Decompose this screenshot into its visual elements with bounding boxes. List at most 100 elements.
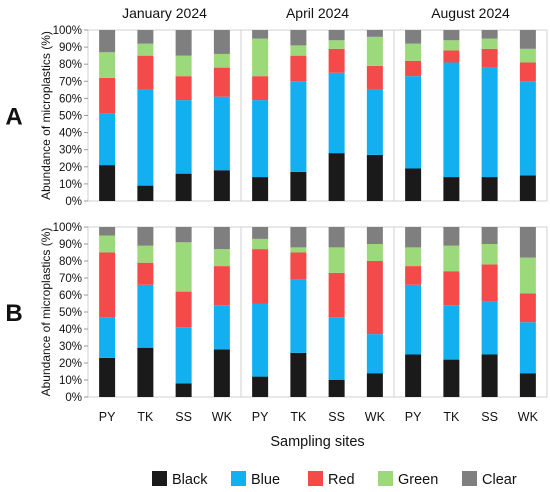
- bar-b-august-2024-ss-clear: [481, 227, 498, 244]
- bar-a-august-2024-wk-blue: [519, 81, 536, 176]
- bar-b-april-2024-py-clear: [252, 227, 269, 239]
- y-tick-label: 40%: [59, 128, 82, 140]
- y-tick-label: 70%: [59, 76, 82, 88]
- bar-b-april-2024-py-green: [252, 238, 269, 250]
- bar-a-january-2024-tk-black: [137, 185, 154, 201]
- bar-b-april-2024-wk-black: [366, 373, 383, 397]
- bar-a-january-2024-py-red: [99, 77, 116, 114]
- bar-b-april-2024-ss-green: [328, 247, 345, 273]
- bar-b-january-2024-tk-clear: [137, 227, 154, 246]
- bar-b-january-2024-wk-red: [213, 266, 230, 306]
- x-tick-label-ss: SS: [175, 410, 192, 424]
- y-tick-label: 10%: [59, 179, 82, 191]
- x-tick-label-py: PY: [252, 410, 269, 424]
- bar-a-january-2024-wk-black: [213, 170, 230, 201]
- bar-a-april-2024-tk-green: [290, 45, 307, 56]
- legend-label-black: Black: [172, 472, 208, 488]
- panel-label-b: B: [5, 300, 22, 327]
- bar-a-january-2024-tk-green: [137, 43, 154, 56]
- legend-label-red: Red: [328, 472, 355, 488]
- bar-a-april-2024-wk-green: [366, 36, 383, 66]
- y-axis-title: Abundance of microplastics (%): [39, 228, 53, 397]
- bar-b-january-2024-tk-red: [137, 262, 154, 285]
- x-tick-label-tk: TK: [443, 410, 460, 424]
- bar-b-august-2024-wk-clear: [519, 227, 536, 258]
- bar-a-january-2024-py-blue: [99, 113, 116, 166]
- bar-a-april-2024-ss-black: [328, 153, 345, 201]
- bar-a-january-2024-py-clear: [99, 30, 116, 53]
- bar-a-august-2024-py-clear: [405, 30, 422, 44]
- y-tick-label: 50%: [59, 111, 82, 123]
- bar-b-january-2024-wk-black: [213, 349, 230, 397]
- bar-b-january-2024-ss-clear: [175, 227, 192, 243]
- bar-b-april-2024-wk-green: [366, 244, 383, 261]
- legend-label-clear: Clear: [482, 472, 517, 488]
- bar-b-april-2024-wk-clear: [366, 227, 383, 244]
- period-title-august-2024: August 2024: [431, 5, 510, 21]
- bar-b-august-2024-tk-black: [443, 359, 460, 397]
- bar-a-august-2024-py-blue: [405, 76, 422, 169]
- bar-a-april-2024-py-red: [252, 76, 269, 101]
- y-tick-label: 50%: [59, 307, 82, 319]
- bar-a-august-2024-wk-black: [519, 175, 536, 201]
- bar-a-august-2024-ss-black: [481, 177, 498, 201]
- y-tick-label: 60%: [59, 93, 82, 105]
- bar-b-april-2024-ss-clear: [328, 227, 345, 248]
- y-tick-label: 70%: [59, 273, 82, 285]
- bar-a-april-2024-tk-blue: [290, 81, 307, 172]
- bar-b-january-2024-py-clear: [99, 227, 116, 236]
- bar-a-april-2024-ss-blue: [328, 72, 345, 154]
- bar-b-april-2024-wk-red: [366, 261, 383, 335]
- bar-a-january-2024-ss-red: [175, 76, 192, 101]
- bar-b-august-2024-tk-blue: [443, 305, 460, 360]
- bar-b-april-2024-py-red: [252, 249, 269, 304]
- y-tick-label: 100%: [53, 222, 82, 234]
- bar-a-april-2024-tk-clear: [290, 30, 307, 46]
- bar-b-august-2024-ss-blue: [481, 301, 498, 355]
- x-tick-label-ss: SS: [328, 410, 345, 424]
- bar-a-january-2024-ss-blue: [175, 100, 192, 174]
- bar-a-august-2024-tk-blue: [443, 62, 460, 178]
- bar-b-january-2024-py-green: [99, 235, 116, 253]
- y-tick-label: 60%: [59, 290, 82, 302]
- bar-b-january-2024-ss-green: [175, 242, 192, 292]
- bar-a-april-2024-wk-blue: [366, 89, 383, 155]
- bar-b-august-2024-wk-green: [519, 257, 536, 294]
- bar-b-august-2024-ss-red: [481, 264, 498, 302]
- bar-b-january-2024-wk-clear: [213, 227, 230, 250]
- bar-a-april-2024-tk-black: [290, 171, 307, 201]
- bar-b-april-2024-ss-blue: [328, 317, 345, 380]
- bar-b-january-2024-tk-blue: [137, 284, 154, 348]
- bar-b-january-2024-wk-green: [213, 249, 230, 267]
- y-tick-label: 80%: [59, 256, 82, 268]
- legend-swatch-blue: [231, 471, 246, 486]
- x-tick-label-ss: SS: [481, 410, 498, 424]
- x-tick-label-wk: WK: [518, 410, 539, 424]
- bar-b-april-2024-py-blue: [252, 303, 269, 377]
- bar-b-august-2024-py-green: [405, 247, 422, 267]
- bar-a-april-2024-wk-black: [366, 154, 383, 201]
- y-tick-label: 10%: [59, 375, 82, 387]
- bar-a-august-2024-tk-green: [443, 40, 460, 51]
- y-tick-label: 90%: [59, 239, 82, 251]
- bar-b-april-2024-tk-black: [290, 352, 307, 397]
- bar-a-january-2024-ss-black: [175, 173, 192, 201]
- x-tick-label-tk: TK: [290, 410, 307, 424]
- legend-swatch-black: [152, 471, 167, 486]
- y-tick-label: 30%: [59, 145, 82, 157]
- bar-b-april-2024-tk-blue: [290, 279, 307, 353]
- bar-b-august-2024-py-black: [405, 354, 422, 397]
- bar-a-january-2024-tk-clear: [137, 30, 154, 44]
- bar-a-august-2024-ss-blue: [481, 67, 498, 178]
- bar-b-august-2024-py-red: [405, 266, 422, 285]
- bar-b-april-2024-tk-red: [290, 252, 307, 280]
- bar-b-january-2024-ss-red: [175, 291, 192, 328]
- y-tick-label: 100%: [53, 25, 82, 37]
- bar-a-august-2024-tk-clear: [443, 30, 460, 41]
- bar-b-january-2024-ss-black: [175, 383, 192, 397]
- bar-b-august-2024-ss-green: [481, 244, 498, 265]
- bar-b-august-2024-wk-blue: [519, 322, 536, 374]
- bar-b-january-2024-ss-blue: [175, 327, 192, 384]
- period-title-april-2024: April 2024: [286, 5, 349, 21]
